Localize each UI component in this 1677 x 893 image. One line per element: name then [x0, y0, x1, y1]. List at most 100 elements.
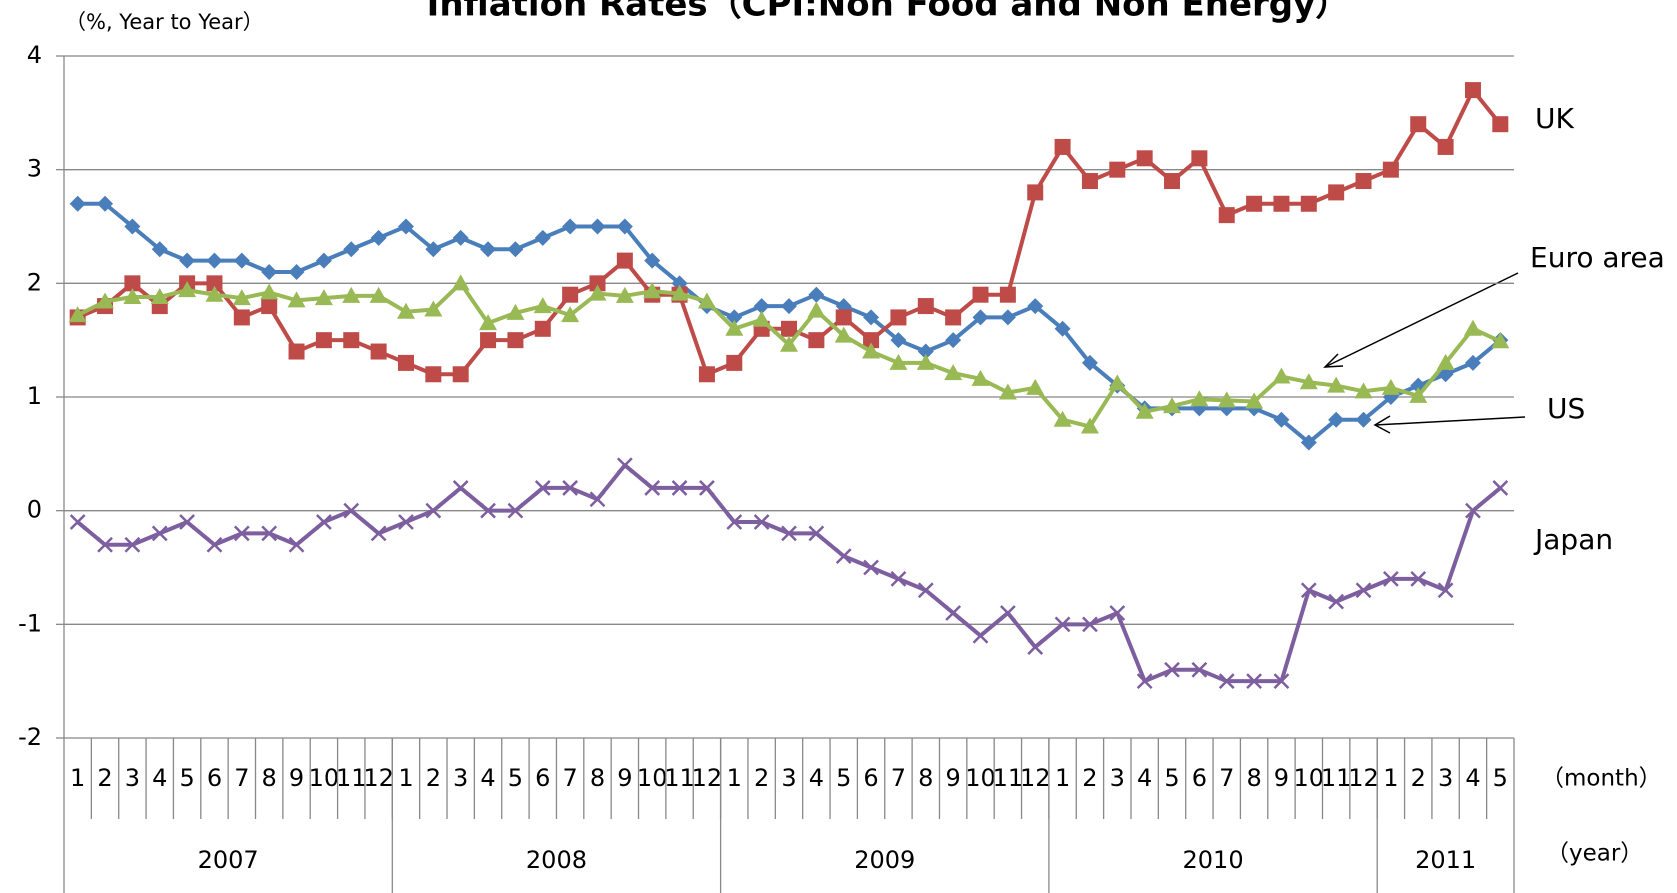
data-point — [807, 301, 826, 318]
data-point — [944, 364, 963, 381]
data-point — [1136, 150, 1153, 167]
data-point — [124, 275, 141, 292]
x-tick-label: 2 — [754, 764, 769, 792]
data-point — [781, 298, 797, 315]
data-point — [1491, 332, 1510, 349]
data-point — [424, 300, 443, 317]
data-point — [452, 480, 469, 496]
data-point — [753, 298, 770, 315]
data-point — [945, 309, 962, 326]
data-point — [205, 285, 224, 302]
data-point — [808, 332, 825, 349]
data-point — [1080, 417, 1099, 434]
x-axis-label: （month） — [1541, 766, 1662, 792]
data-point — [1300, 195, 1317, 212]
data-point — [616, 457, 633, 474]
data-point — [971, 369, 990, 386]
data-point — [1300, 582, 1317, 599]
x-group-tick-label: 2011 — [1415, 846, 1476, 874]
x-tick-label: 1 — [398, 764, 413, 792]
data-point — [1465, 502, 1481, 519]
data-point — [507, 241, 524, 258]
data-point — [69, 195, 86, 212]
x-tick-label: 6 — [863, 764, 878, 792]
y-tick-label: 2 — [27, 268, 42, 296]
x-group-tick-label: 2007 — [198, 846, 259, 874]
x-tick-label: 10 — [1294, 764, 1325, 792]
data-point — [697, 292, 716, 309]
data-point — [1327, 376, 1346, 393]
data-point — [616, 218, 633, 235]
data-point — [179, 252, 196, 269]
data-point — [562, 286, 579, 303]
data-point — [288, 536, 305, 553]
x-tick-label: 6 — [207, 764, 222, 792]
data-point — [562, 218, 579, 235]
data-point — [561, 306, 580, 323]
x-tick-label: 10 — [637, 764, 668, 792]
data-point — [780, 335, 798, 352]
x-tick-label: 9 — [289, 764, 304, 792]
data-point — [589, 218, 606, 235]
data-point — [1437, 138, 1454, 155]
data-point — [425, 366, 442, 383]
x-tick-label: 4 — [152, 764, 167, 792]
data-point — [1436, 353, 1455, 370]
x-tick-label: 4 — [480, 764, 495, 792]
data-point — [588, 284, 607, 301]
data-point — [726, 354, 743, 371]
data-point — [124, 536, 141, 553]
x-tick-label: 6 — [535, 764, 550, 792]
data-point — [644, 252, 661, 269]
data-point — [781, 525, 797, 542]
data-point — [370, 525, 387, 542]
data-point — [1464, 354, 1481, 371]
data-point — [999, 309, 1016, 326]
data-point — [1246, 195, 1263, 212]
data-point — [452, 366, 469, 383]
x-tick-label: 11 — [1321, 764, 1352, 792]
data-point — [753, 514, 770, 530]
data-point — [1218, 673, 1235, 690]
data-point — [1410, 116, 1427, 133]
data-point — [1081, 354, 1098, 371]
data-point — [1164, 661, 1180, 678]
x-tick-label: 9 — [1274, 764, 1289, 792]
x-tick-label: 8 — [262, 764, 277, 792]
data-point — [945, 605, 962, 621]
data-point — [315, 332, 332, 349]
x-tick-label: 7 — [1219, 764, 1234, 792]
data-point — [397, 354, 414, 371]
data-point — [150, 287, 169, 304]
y-tick-label: 4 — [27, 41, 42, 69]
data-point — [1355, 411, 1372, 428]
data-point — [835, 548, 852, 565]
data-point — [726, 309, 743, 326]
data-point — [425, 502, 442, 519]
data-point — [1355, 582, 1372, 599]
data-point — [1273, 673, 1290, 690]
data-point — [1027, 639, 1044, 655]
data-point — [1026, 378, 1045, 395]
x-tick-label: 5 — [508, 764, 523, 792]
data-point — [343, 332, 360, 349]
data-point — [1245, 392, 1264, 409]
data-point — [69, 514, 86, 530]
data-point — [1027, 184, 1044, 201]
data-point — [343, 502, 360, 519]
data-point — [260, 283, 279, 300]
data-point — [123, 287, 142, 304]
x-tick-label: 9 — [946, 764, 961, 792]
y-tick-label: 1 — [27, 382, 42, 410]
data-point — [643, 282, 662, 299]
data-point — [534, 229, 551, 246]
data-point — [917, 582, 934, 599]
x-tick-label: 7 — [562, 764, 577, 792]
data-point — [1410, 570, 1427, 587]
x-group-tick-label: 2009 — [854, 846, 915, 874]
data-point — [1383, 570, 1399, 587]
x-tick-label: 2 — [1411, 764, 1426, 792]
data-point — [1300, 434, 1317, 451]
data-point — [178, 281, 197, 298]
data-point — [1190, 390, 1209, 407]
